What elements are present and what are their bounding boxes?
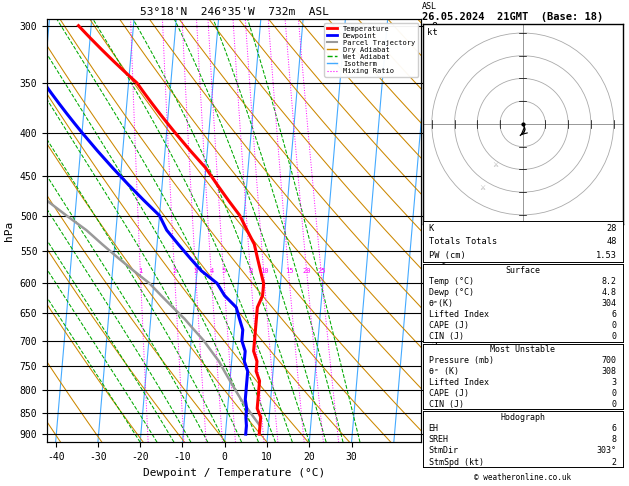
Text: LCL: LCL (422, 420, 436, 430)
Text: θᵉ (K): θᵉ (K) (429, 367, 459, 376)
Text: EH: EH (429, 424, 438, 433)
Text: 8: 8 (612, 435, 616, 444)
Text: 308: 308 (602, 367, 616, 376)
Text: θᵉ(K): θᵉ(K) (429, 299, 454, 308)
Text: ⚔: ⚔ (493, 162, 499, 168)
Text: 6: 6 (612, 424, 616, 433)
Text: Temp (°C): Temp (°C) (429, 277, 474, 286)
Text: © weatheronline.co.uk: © weatheronline.co.uk (474, 473, 571, 482)
Text: 6: 6 (612, 310, 616, 319)
Text: CAPE (J): CAPE (J) (429, 389, 469, 398)
Legend: Temperature, Dewpoint, Parcel Trajectory, Dry Adiabat, Wet Adiabat, Isotherm, Mi: Temperature, Dewpoint, Parcel Trajectory… (324, 23, 418, 77)
Text: 25: 25 (318, 268, 326, 274)
Text: kt: kt (427, 29, 438, 37)
Text: 0: 0 (612, 321, 616, 330)
Text: 0: 0 (612, 400, 616, 409)
Text: SREH: SREH (429, 435, 448, 444)
Text: 5: 5 (221, 268, 226, 274)
Text: 2: 2 (172, 268, 177, 274)
Text: CIN (J): CIN (J) (429, 400, 464, 409)
Text: km
ASL: km ASL (421, 0, 437, 11)
Text: Totals Totals: Totals Totals (429, 238, 497, 246)
Text: 8: 8 (248, 268, 253, 274)
Text: 700: 700 (602, 356, 616, 365)
Text: CIN (J): CIN (J) (429, 332, 464, 341)
Text: 0: 0 (612, 389, 616, 398)
Text: CAPE (J): CAPE (J) (429, 321, 469, 330)
Text: 4.8: 4.8 (602, 288, 616, 297)
Text: 0: 0 (612, 332, 616, 341)
Text: 15: 15 (285, 268, 293, 274)
Text: 2: 2 (612, 457, 616, 467)
Text: 1: 1 (138, 268, 143, 274)
Text: 3: 3 (612, 378, 616, 387)
Y-axis label: Mixing Ratio (g/kg): Mixing Ratio (g/kg) (439, 180, 448, 282)
Text: 304: 304 (602, 299, 616, 308)
Text: PW (cm): PW (cm) (429, 251, 465, 260)
Text: Surface: Surface (505, 265, 540, 275)
X-axis label: Dewpoint / Temperature (°C): Dewpoint / Temperature (°C) (143, 468, 325, 478)
Text: 20: 20 (303, 268, 311, 274)
Text: 28: 28 (606, 224, 616, 233)
Text: Most Unstable: Most Unstable (490, 345, 555, 354)
Text: ⚔: ⚔ (479, 185, 485, 191)
Title: 53°18'N  246°35'W  732m  ASL: 53°18'N 246°35'W 732m ASL (140, 7, 329, 17)
Text: K: K (429, 224, 434, 233)
Text: 1.53: 1.53 (596, 251, 616, 260)
Y-axis label: hPa: hPa (4, 221, 14, 241)
Text: 48: 48 (606, 238, 616, 246)
Text: Hodograph: Hodograph (500, 413, 545, 422)
Text: 26.05.2024  21GMT  (Base: 18): 26.05.2024 21GMT (Base: 18) (422, 12, 603, 22)
Text: Dewp (°C): Dewp (°C) (429, 288, 474, 297)
Text: 3: 3 (194, 268, 198, 274)
Text: 10: 10 (260, 268, 269, 274)
Text: 4: 4 (209, 268, 213, 274)
Text: 8.2: 8.2 (602, 277, 616, 286)
Text: Lifted Index: Lifted Index (429, 378, 489, 387)
Text: Pressure (mb): Pressure (mb) (429, 356, 494, 365)
Text: StmSpd (kt): StmSpd (kt) (429, 457, 484, 467)
Text: Lifted Index: Lifted Index (429, 310, 489, 319)
Text: StmDir: StmDir (429, 446, 459, 455)
Text: 303°: 303° (597, 446, 616, 455)
